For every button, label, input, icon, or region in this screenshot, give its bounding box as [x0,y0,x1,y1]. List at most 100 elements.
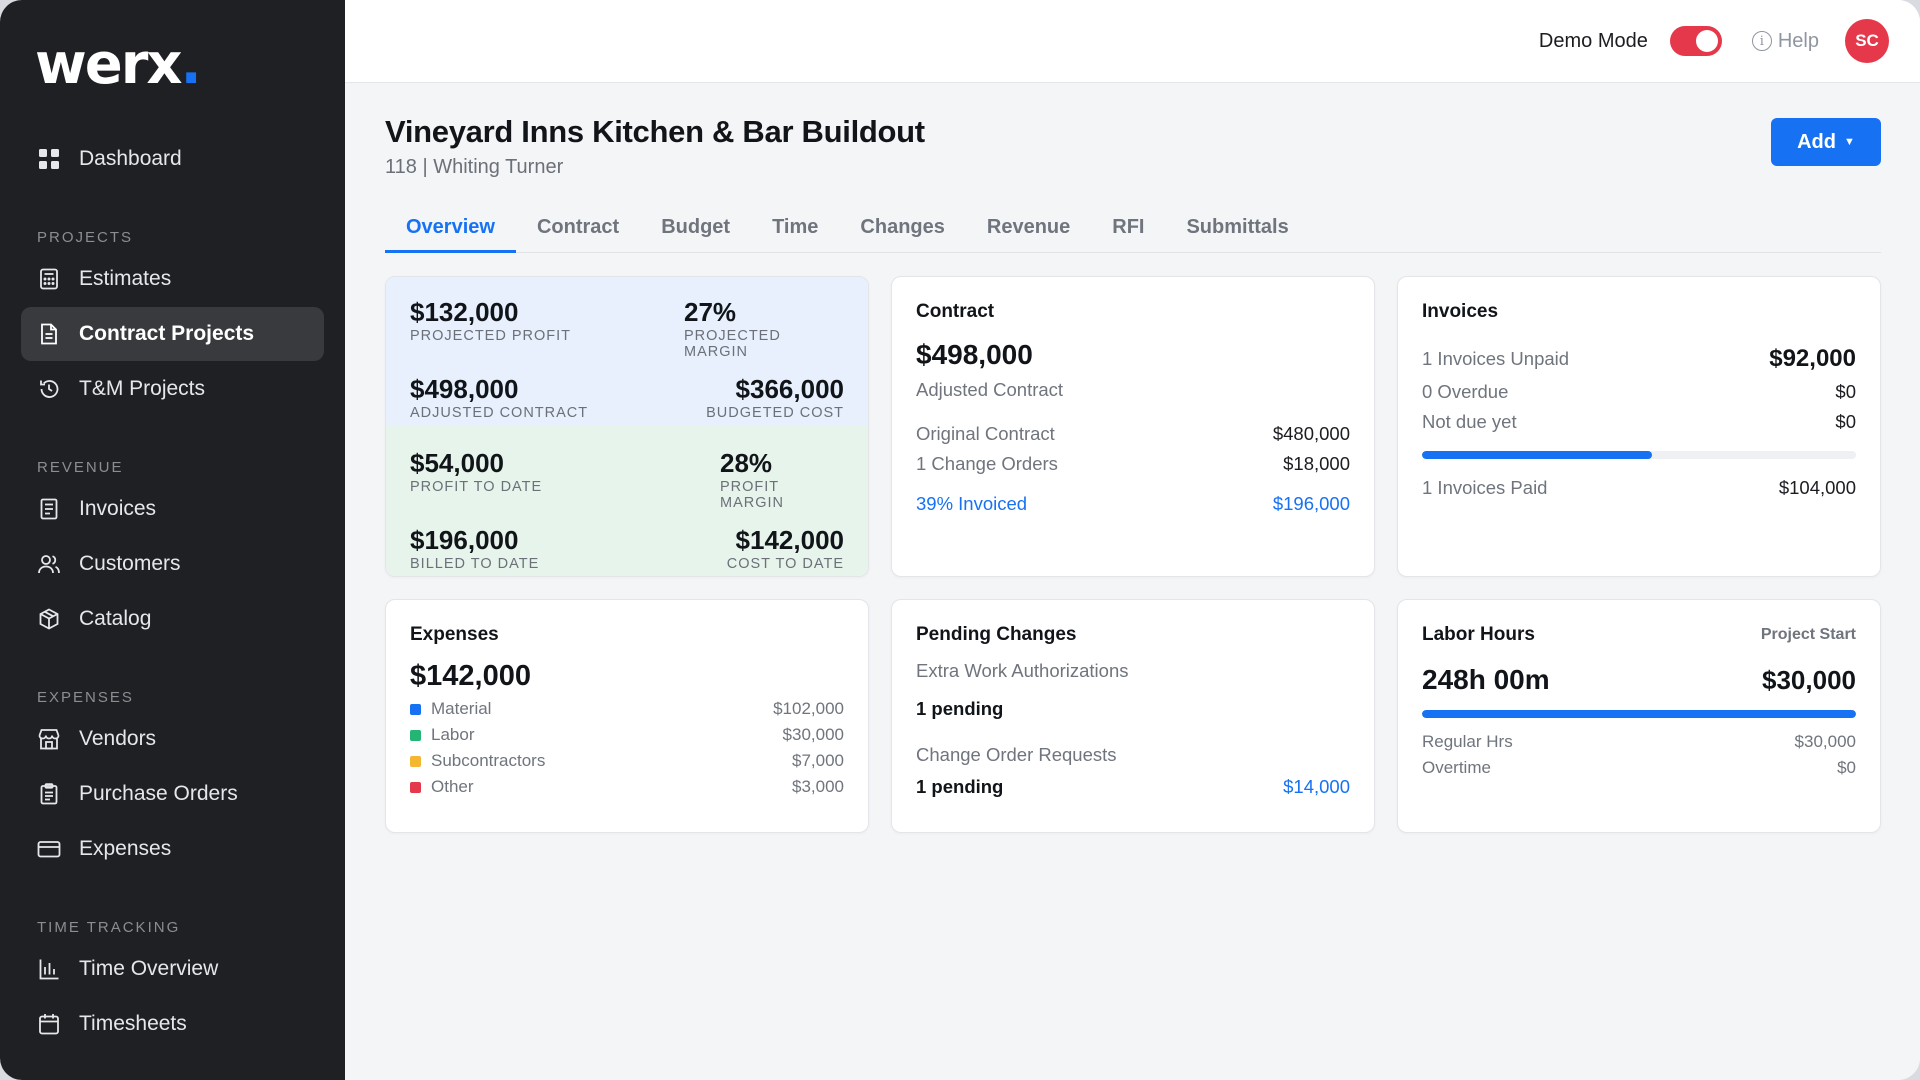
expense-row-subcontractors: Subcontractors $7,000 [410,751,844,771]
tab-time[interactable]: Time [772,216,819,238]
tab-overview[interactable]: Overview [385,205,516,253]
cor-label: Change Order Requests [916,744,1117,765]
row-label: Not due yet [1422,411,1517,432]
top-bar: Demo Mode i Help SC [345,0,1920,83]
legend-label: Material [431,699,492,718]
row-label: 1 Invoices Unpaid [1422,348,1570,369]
legend-value: $102,000 [773,699,844,718]
legend-value: $7,000 [792,751,844,770]
logo-dot: . [180,31,201,97]
sidebar-item-label: Catalog [79,607,152,630]
row-label: Regular Hrs [1422,732,1513,751]
row-label: Original Contract [916,423,1055,444]
project-start-label: Project Start [1760,626,1856,643]
users-icon [37,552,61,576]
profit-to-date-label: PROFIT TO DATE [410,479,543,495]
sidebar-item-customers[interactable]: Customers [21,537,324,591]
user-avatar[interactable]: SC [1845,19,1889,63]
labor-header: Labor Hours Project Start [1422,624,1856,646]
sidebar-item-label: Purchase Orders [79,782,238,805]
invoiced-row[interactable]: 39% Invoiced $196,000 [916,493,1350,515]
help-link[interactable]: i Help [1751,29,1819,53]
sidebar-item-time-overview[interactable]: Time Overview [21,942,324,996]
cor-value: $14,000 [1283,776,1350,797]
pending-changes-card[interactable]: Pending Changes Extra Work Authorization… [891,599,1375,833]
contract-amount-label: Adjusted Contract [916,379,1064,400]
row-label: 0 Overdue [1422,381,1509,402]
cor-row: 1 pending $14,000 [916,776,1350,798]
calendar-icon [37,1012,61,1036]
sidebar-item-invoices[interactable]: Invoices [21,482,324,536]
demo-mode-toggle[interactable] [1669,26,1722,56]
sidebar-item-expenses[interactable]: Expenses [21,822,324,876]
sidebar-item-label: Customers [79,552,181,575]
main-area: Demo Mode i Help SC Vineyard Inns Kitche… [345,0,1920,1080]
legend-swatch [410,755,421,767]
invoices-card[interactable]: Invoices 1 Invoices Unpaid $92,000 0 Ove… [1397,276,1881,577]
tab-changes[interactable]: Changes [860,216,945,238]
row-value: $480,000 [1272,423,1350,444]
sidebar-item-contract-projects[interactable]: Contract Projects [21,307,324,361]
expense-row-labor: Labor $30,000 [410,725,844,745]
row-value: $18,000 [1283,453,1350,474]
expenses-card[interactable]: Expenses $142,000 Material $102,000 Labo… [385,599,869,833]
sidebar-item-label: Timesheets [79,1012,187,1035]
labor-progress-bar [1422,710,1856,718]
sidebar-item-purchase-orders[interactable]: Purchase Orders [21,767,324,821]
tab-submittals[interactable]: Submittals [1186,216,1289,238]
legend-value: $3,000 [792,777,844,796]
cor-pending: 1 pending [916,776,1004,797]
sidebar-item-dashboard[interactable]: Dashboard [21,132,324,186]
row-value: $0 [1837,758,1856,777]
section-time-tracking: TIME TRACKING [37,919,181,936]
add-button[interactable]: Add ▼ [1771,118,1881,166]
section-revenue: REVENUE [37,459,124,476]
caret-down-icon: ▼ [1844,136,1855,148]
invoices-progress-bar [1422,451,1856,459]
sidebar-item-timesheets[interactable]: Timesheets [21,997,324,1051]
sidebar-item-catalog[interactable]: Catalog [21,592,324,646]
logo-text: werx [35,31,182,97]
card-title: Pending Changes [916,624,1077,645]
profit-to-date-value: $54,000 [410,448,504,478]
bar-chart-icon [37,957,61,981]
sidebar-item-vendors[interactable]: Vendors [21,712,324,766]
tab-rfi[interactable]: RFI [1112,216,1145,238]
sidebar-item-tm-projects[interactable]: T&M Projects [21,362,324,416]
labor-hours-value: 248h 00m [1422,664,1550,695]
invoiced-link[interactable]: 39% Invoiced [916,493,1028,514]
page-subtitle: 118 | Whiting Turner [385,156,564,178]
summary-card: $132,000 PROJECTED PROFIT 27% PROJECTED … [385,276,869,577]
row-label: 1 Invoices Paid [1422,477,1548,498]
projected-margin-value: 27% [684,297,737,327]
tab-contract[interactable]: Contract [536,216,620,238]
legend-swatch [410,781,421,793]
contract-amount: $498,000 [916,339,1033,370]
grid-icon [37,147,61,171]
contract-card[interactable]: Contract $498,000 Adjusted Contract Orig… [891,276,1375,577]
row-label: 1 Change Orders [916,453,1058,474]
store-icon [37,727,61,751]
sidebar-item-label: Time Overview [79,957,219,980]
card-title: Invoices [1422,301,1499,322]
box-icon [37,607,61,631]
sidebar-item-label: Contract Projects [79,322,255,345]
ewa-label: Extra Work Authorizations [916,660,1129,681]
labor-progress-fill [1422,710,1856,718]
unpaid-row: 1 Invoices Unpaid $92,000 [1422,345,1856,373]
werx-logo[interactable]: werx. [21,0,324,128]
row-value: $30,000 [1794,732,1856,751]
tab-budget[interactable]: Budget [661,216,731,238]
labor-hours-card[interactable]: Labor Hours Project Start 248h 00m $30,0… [1397,599,1881,833]
cost-to-date-value: $142,000 [735,525,844,555]
row-value: $0 [1835,411,1856,432]
receipt-icon [37,497,61,521]
tab-revenue[interactable]: Revenue [986,216,1071,238]
section-expenses: EXPENSES [37,689,134,706]
help-label: Help [1777,29,1819,52]
toggle-knob [1695,30,1718,52]
row-label: Overtime [1422,758,1491,777]
paid-row: 1 Invoices Paid $104,000 [1422,477,1856,499]
sidebar-item-estimates[interactable]: Estimates [21,252,324,306]
